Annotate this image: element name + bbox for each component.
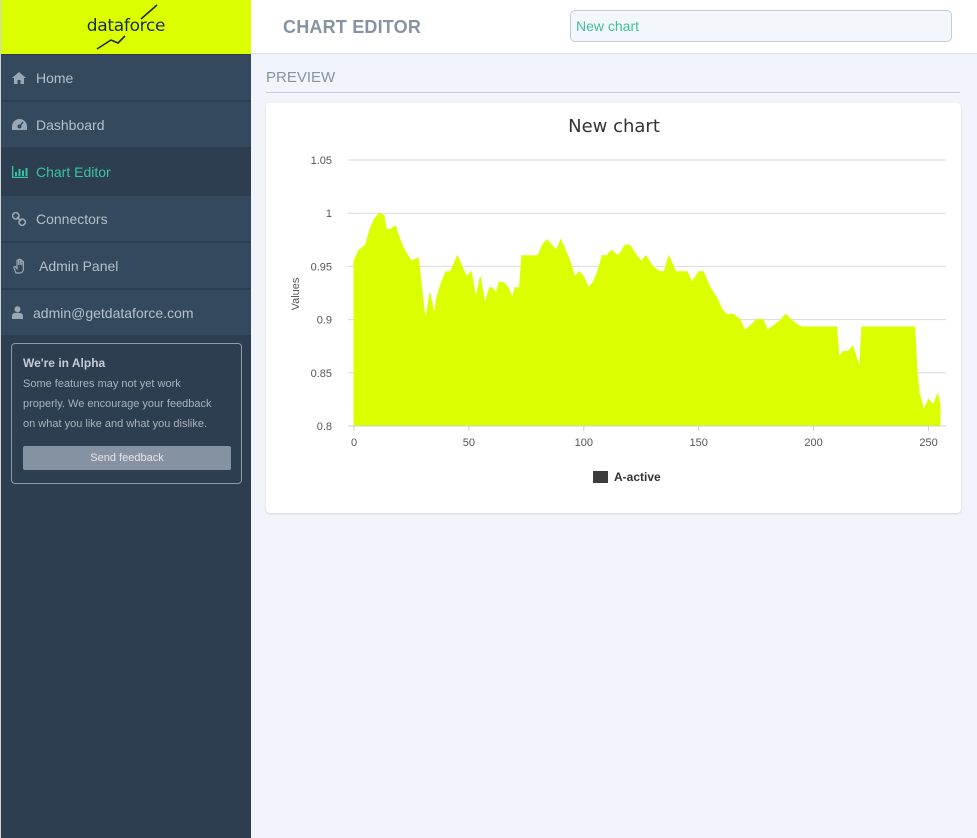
- sidebar-item-chart-editor[interactable]: Chart Editor: [1, 149, 251, 194]
- alpha-line: on what you like and what you dislike.: [23, 418, 208, 430]
- sidebar-item-home[interactable]: Home: [1, 55, 251, 100]
- page-title: CHART EDITOR: [283, 17, 422, 37]
- link-icon: [12, 211, 32, 227]
- sidebar-item-label: admin@getdataforce.com: [33, 304, 194, 321]
- brand-logo[interactable]: dataforce: [1, 0, 251, 54]
- sidebar-item-label: Connectors: [36, 210, 108, 227]
- sidebar-item-connectors[interactable]: Connectors: [1, 196, 251, 241]
- x-tick-label: 150: [690, 437, 708, 449]
- chart-title: New chart: [568, 116, 660, 137]
- preview-label: PREVIEW: [266, 69, 336, 86]
- hand-icon: [12, 258, 35, 274]
- divider: [266, 92, 960, 93]
- sidebar-item-account[interactable]: admin@getdataforce.com: [1, 290, 251, 335]
- bar-chart-icon: [12, 164, 32, 180]
- user-icon: [12, 305, 29, 321]
- chart-name-input[interactable]: [570, 10, 952, 42]
- x-tick-label: 50: [463, 437, 475, 449]
- x-tick-label: 200: [804, 437, 822, 449]
- sidebar-item-label: Dashboard: [36, 116, 105, 133]
- sidebar-item-dashboard[interactable]: Dashboard: [1, 102, 251, 147]
- sidebar-item-admin-panel[interactable]: Admin Panel: [1, 243, 251, 288]
- alpha-title: We're in Alpha: [23, 356, 106, 370]
- alpha-notice: We're in Alpha Some features may not yet…: [11, 343, 242, 484]
- sidebar-item-label: Home: [36, 69, 74, 86]
- x-tick-label: 250: [919, 437, 937, 449]
- y-tick-label: 0.95: [311, 261, 332, 273]
- sidebar: dataforce Home Dashboard Chart Editor Co…: [0, 0, 251, 838]
- x-tick-label: 0: [351, 437, 357, 449]
- logo-line-icon: [96, 4, 158, 50]
- legend-swatch: [593, 471, 608, 483]
- y-tick-label: 1.05: [311, 155, 332, 167]
- chart: 0.8 0.85 0.9 0.95 1 1.05 0 50 100 150 200 250 New ch…: [290, 116, 946, 484]
- y-tick-label: 0.85: [311, 368, 332, 380]
- header: CHART EDITOR: [251, 0, 977, 54]
- y-tick-label: 1: [326, 208, 332, 220]
- y-axis-label: Values: [290, 277, 302, 310]
- alpha-line: properly. We encourage your feedback: [23, 398, 212, 410]
- chart-preview: 0.8 0.85 0.9 0.95 1 1.05 0 50 100 150 200 250 New ch…: [266, 103, 961, 513]
- sidebar-item-label: Chart Editor: [36, 163, 111, 180]
- x-tick-label: 100: [575, 437, 593, 449]
- y-tick-label: 0.8: [317, 421, 332, 433]
- send-feedback-button[interactable]: Send feedback: [23, 446, 231, 470]
- alpha-line: Some features may not yet work: [23, 378, 181, 390]
- legend-label: A-active: [614, 470, 661, 484]
- dashboard-icon: [12, 117, 32, 133]
- sidebar-item-label: Admin Panel: [39, 257, 119, 274]
- brand-name: dataforce: [86, 16, 166, 36]
- series-area-a-active: [353, 212, 941, 427]
- y-tick-label: 0.9: [317, 315, 332, 327]
- home-icon: [12, 70, 32, 86]
